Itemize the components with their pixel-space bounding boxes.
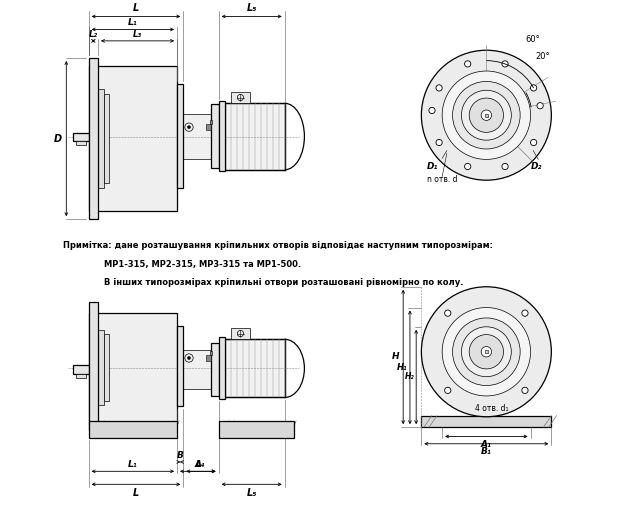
Text: L₅: L₅ bbox=[246, 488, 257, 498]
Bar bbox=[225, 103, 285, 170]
Bar bbox=[211, 104, 219, 168]
Bar bbox=[76, 141, 86, 145]
Text: n отв. d: n отв. d bbox=[427, 175, 457, 184]
Circle shape bbox=[442, 308, 531, 396]
Circle shape bbox=[465, 163, 471, 170]
Text: L₄: L₄ bbox=[196, 460, 206, 469]
Text: 20°: 20° bbox=[536, 52, 550, 61]
Text: L: L bbox=[133, 3, 139, 13]
Circle shape bbox=[436, 139, 442, 146]
Circle shape bbox=[502, 163, 508, 170]
Bar bbox=[98, 330, 104, 405]
Bar bbox=[89, 313, 177, 422]
Circle shape bbox=[481, 346, 492, 357]
Bar bbox=[104, 94, 109, 183]
Text: В інших типорозмірах кріпильні отвори розташовані рівномірно по колу.: В інших типорозмірах кріпильні отвори ро… bbox=[104, 278, 464, 287]
Bar bbox=[211, 343, 219, 396]
Circle shape bbox=[442, 71, 531, 159]
Bar bbox=[89, 302, 98, 430]
Text: B: B bbox=[177, 451, 184, 460]
Circle shape bbox=[421, 50, 551, 180]
Circle shape bbox=[445, 387, 451, 394]
Bar bbox=[98, 89, 104, 188]
Bar bbox=[73, 133, 89, 141]
Circle shape bbox=[452, 318, 520, 386]
Circle shape bbox=[502, 61, 508, 67]
Bar bbox=[177, 326, 183, 406]
Bar bbox=[89, 58, 98, 219]
Bar bbox=[205, 355, 211, 361]
Bar bbox=[421, 416, 551, 427]
Text: 4 отв. d₁: 4 отв. d₁ bbox=[475, 404, 508, 413]
Bar bbox=[89, 421, 177, 438]
Text: A: A bbox=[195, 460, 202, 469]
Circle shape bbox=[537, 103, 543, 109]
Bar bbox=[219, 101, 225, 171]
Text: D₂: D₂ bbox=[531, 162, 542, 171]
Text: МР1-315, МР2-315, МР3-315 та МР1-500.: МР1-315, МР2-315, МР3-315 та МР1-500. bbox=[104, 260, 301, 269]
Bar bbox=[210, 351, 212, 355]
Bar bbox=[89, 81, 98, 196]
Circle shape bbox=[436, 85, 442, 91]
Bar bbox=[484, 350, 488, 353]
Circle shape bbox=[465, 61, 471, 67]
Text: L₅: L₅ bbox=[246, 3, 257, 13]
Circle shape bbox=[469, 98, 504, 133]
Circle shape bbox=[531, 85, 537, 91]
Text: L₁: L₁ bbox=[128, 18, 138, 27]
Bar bbox=[210, 120, 212, 124]
Bar bbox=[225, 339, 285, 398]
Text: L₃: L₃ bbox=[133, 30, 142, 39]
Bar bbox=[89, 323, 98, 411]
Circle shape bbox=[469, 335, 504, 369]
Text: H₁: H₁ bbox=[397, 363, 407, 372]
Circle shape bbox=[445, 310, 451, 316]
Circle shape bbox=[531, 139, 537, 146]
Circle shape bbox=[429, 107, 435, 114]
Text: D: D bbox=[54, 134, 62, 144]
Circle shape bbox=[188, 126, 191, 129]
Bar bbox=[219, 421, 294, 438]
Text: H₂: H₂ bbox=[405, 373, 415, 381]
Circle shape bbox=[461, 90, 511, 140]
Circle shape bbox=[481, 110, 492, 121]
Text: 60°: 60° bbox=[525, 35, 540, 45]
Bar bbox=[219, 337, 225, 399]
Bar bbox=[230, 328, 250, 339]
Bar bbox=[183, 114, 212, 159]
Text: B₁: B₁ bbox=[481, 447, 492, 456]
Bar bbox=[73, 365, 89, 374]
Bar bbox=[205, 124, 211, 130]
Text: D₁: D₁ bbox=[427, 162, 438, 171]
Bar bbox=[89, 66, 177, 211]
Circle shape bbox=[452, 81, 520, 149]
Bar bbox=[183, 350, 212, 389]
Bar bbox=[177, 84, 183, 188]
Circle shape bbox=[421, 287, 551, 417]
Circle shape bbox=[461, 327, 511, 377]
Circle shape bbox=[522, 387, 528, 394]
Text: L₁: L₁ bbox=[128, 460, 138, 469]
Text: A₁: A₁ bbox=[481, 440, 492, 449]
Text: H: H bbox=[392, 353, 399, 362]
Text: Примітка: дане розташування кріпильних отворів відповідає наступним типорозмірам: Примітка: дане розташування кріпильних о… bbox=[63, 241, 493, 249]
Bar bbox=[76, 374, 86, 378]
Circle shape bbox=[188, 356, 191, 359]
Bar bbox=[484, 114, 488, 117]
Bar bbox=[104, 334, 109, 401]
Text: L: L bbox=[133, 488, 139, 498]
Circle shape bbox=[522, 310, 528, 316]
Text: L₂: L₂ bbox=[89, 30, 98, 39]
Bar bbox=[230, 92, 250, 103]
